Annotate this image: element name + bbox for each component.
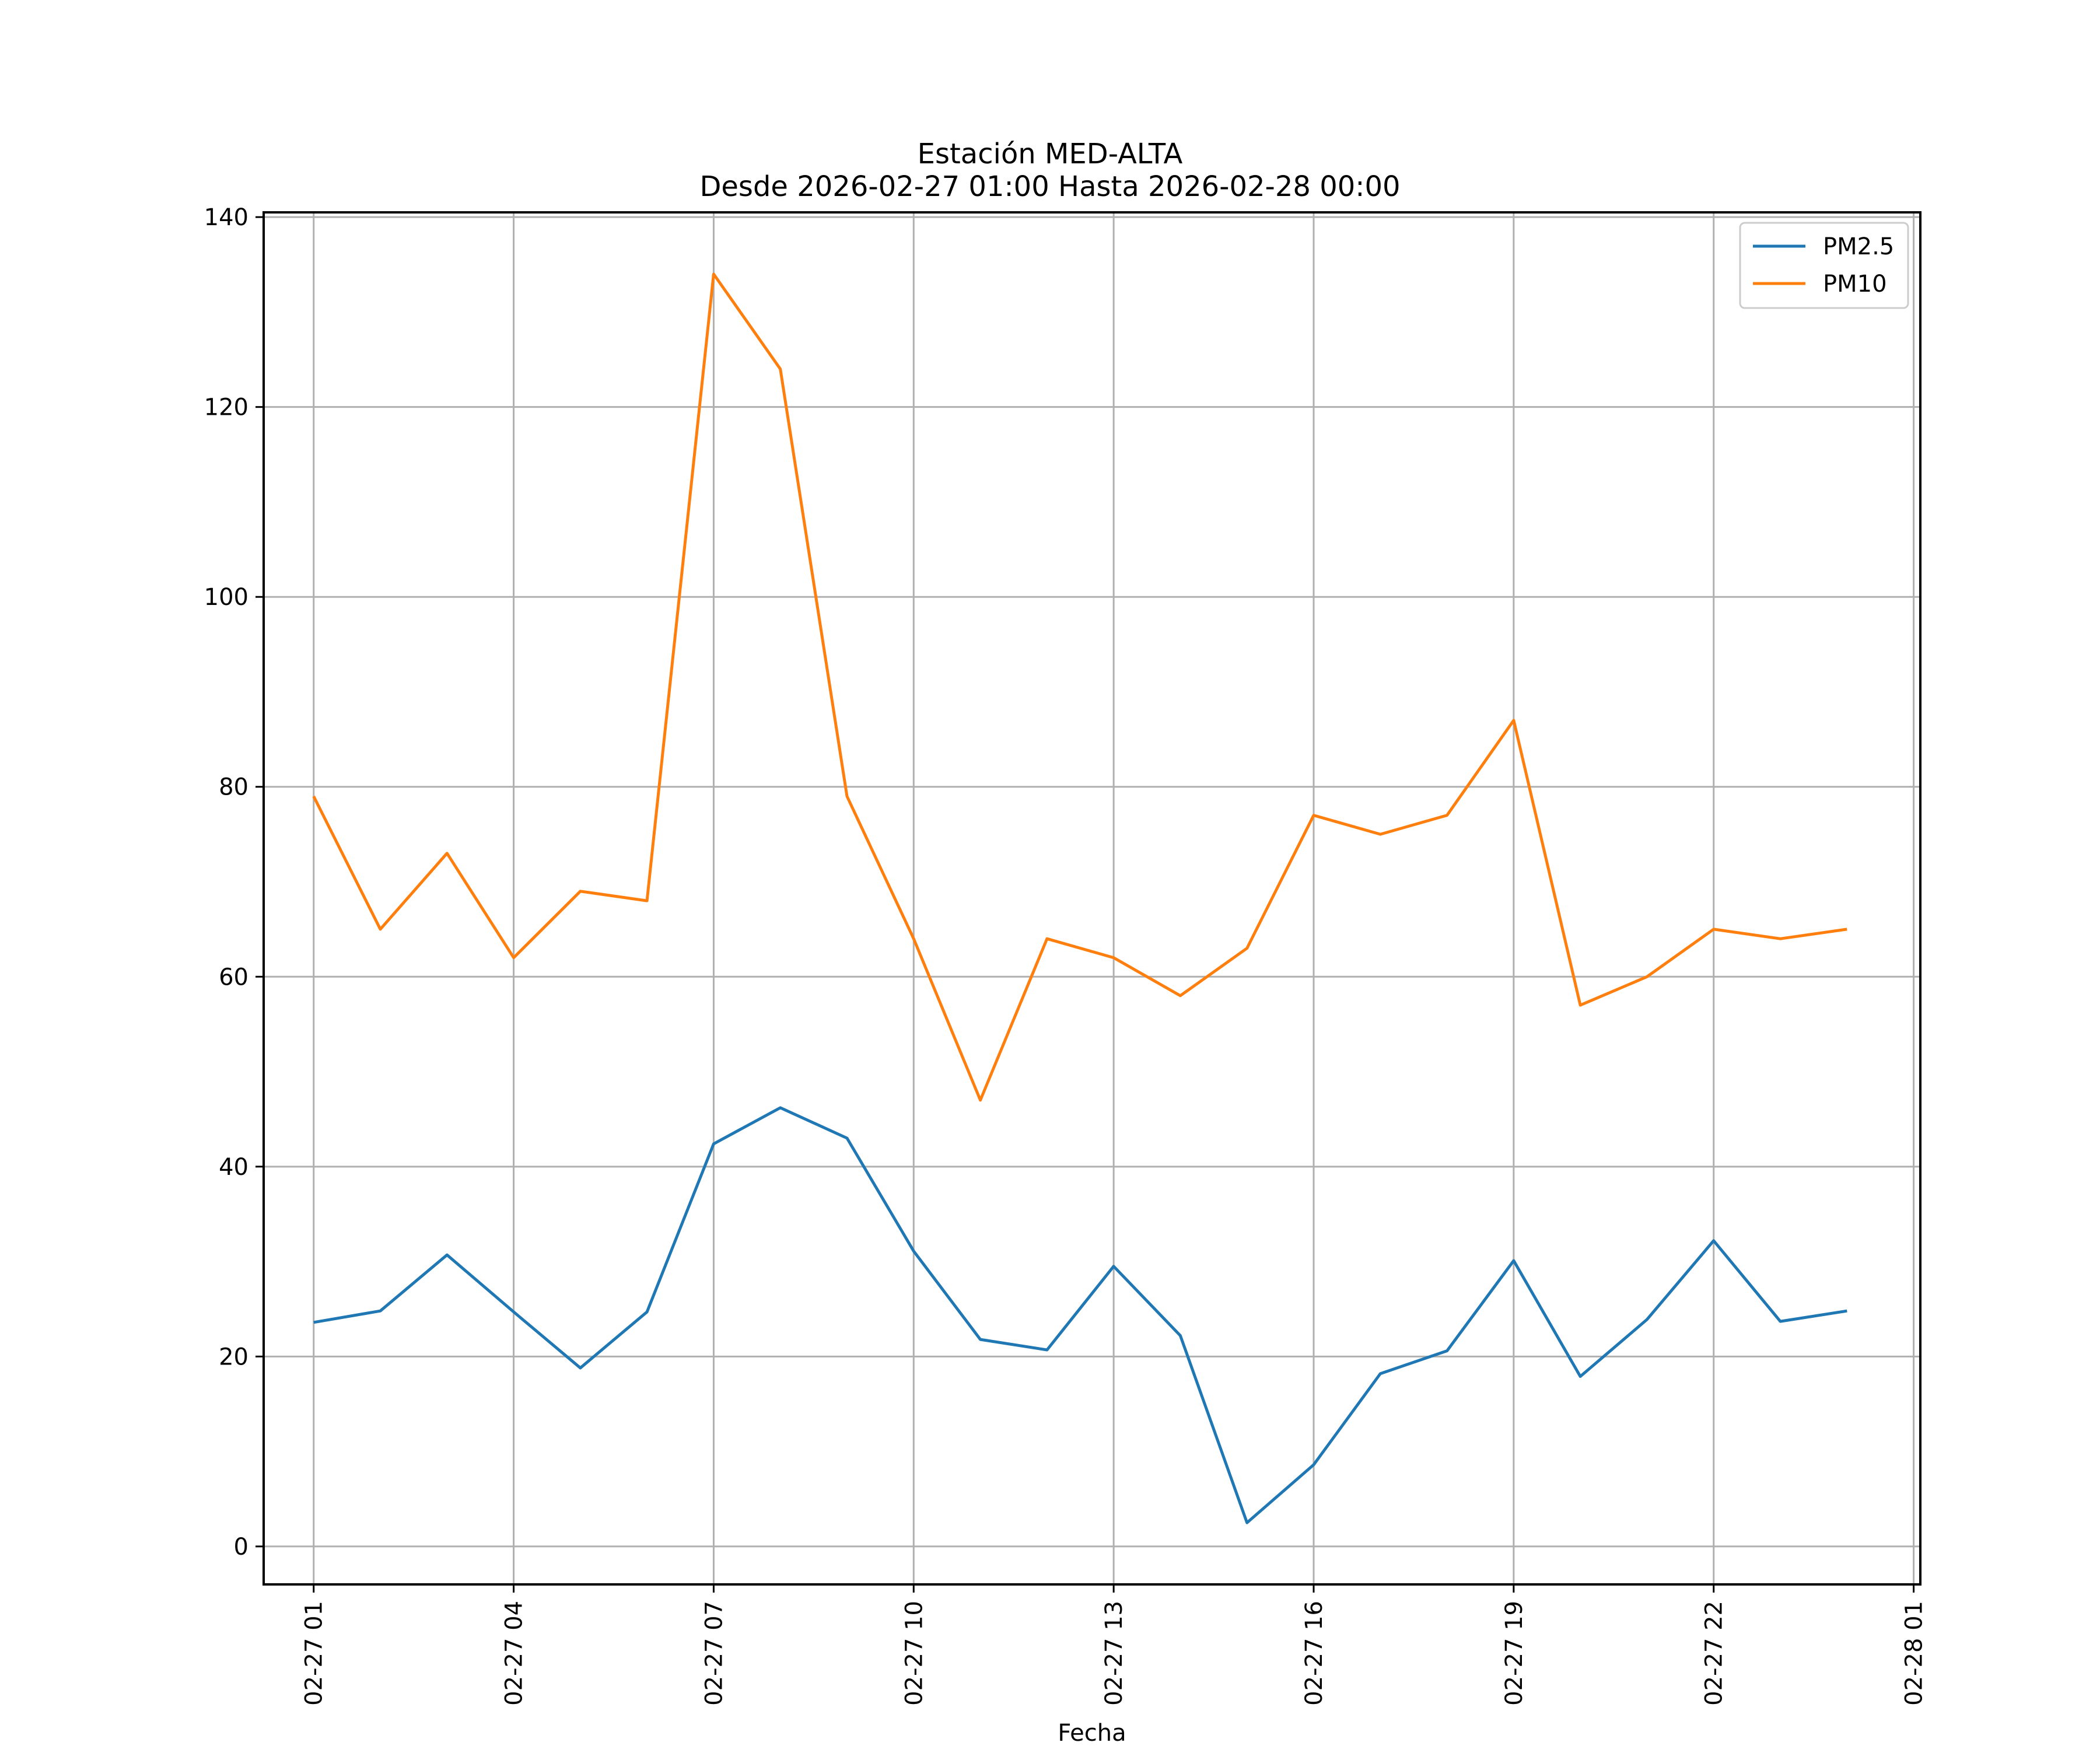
legend-label-pm10: PM10 xyxy=(1823,271,1887,298)
y-tick-label: 60 xyxy=(219,964,249,991)
x-axis-label: Fecha xyxy=(1058,1720,1126,1747)
x-tick-label: 02-27 10 xyxy=(901,1601,928,1706)
x-tick-label: 02-28 01 xyxy=(1901,1601,1928,1706)
y-tick-label: 40 xyxy=(219,1154,249,1181)
y-tick-label: 120 xyxy=(204,394,249,421)
y-tick-label: 100 xyxy=(204,584,249,611)
x-tick-label: 02-27 16 xyxy=(1301,1601,1328,1706)
y-tick-label: 20 xyxy=(219,1343,249,1370)
x-tick-label: 02-27 04 xyxy=(501,1601,528,1706)
x-tick-label: 02-27 19 xyxy=(1501,1601,1528,1706)
legend-label-pm25: PM2.5 xyxy=(1823,233,1894,260)
x-tick-label: 02-27 13 xyxy=(1101,1601,1128,1706)
y-tick-label: 140 xyxy=(204,204,249,231)
legend: PM2.5 PM10 xyxy=(1740,223,1908,308)
x-tick-label: 02-27 07 xyxy=(701,1601,727,1706)
chart-title-line-2: Desde 2026-02-27 01:00 Hasta 2026-02-28 … xyxy=(699,170,1400,203)
x-tick-label: 02-27 22 xyxy=(1701,1601,1728,1706)
chart-title-line-1: Estación MED-ALTA xyxy=(918,138,1183,170)
y-tick-label: 0 xyxy=(234,1534,249,1560)
x-tick-label: 02-27 01 xyxy=(301,1601,328,1706)
y-tick-label: 80 xyxy=(219,774,249,801)
